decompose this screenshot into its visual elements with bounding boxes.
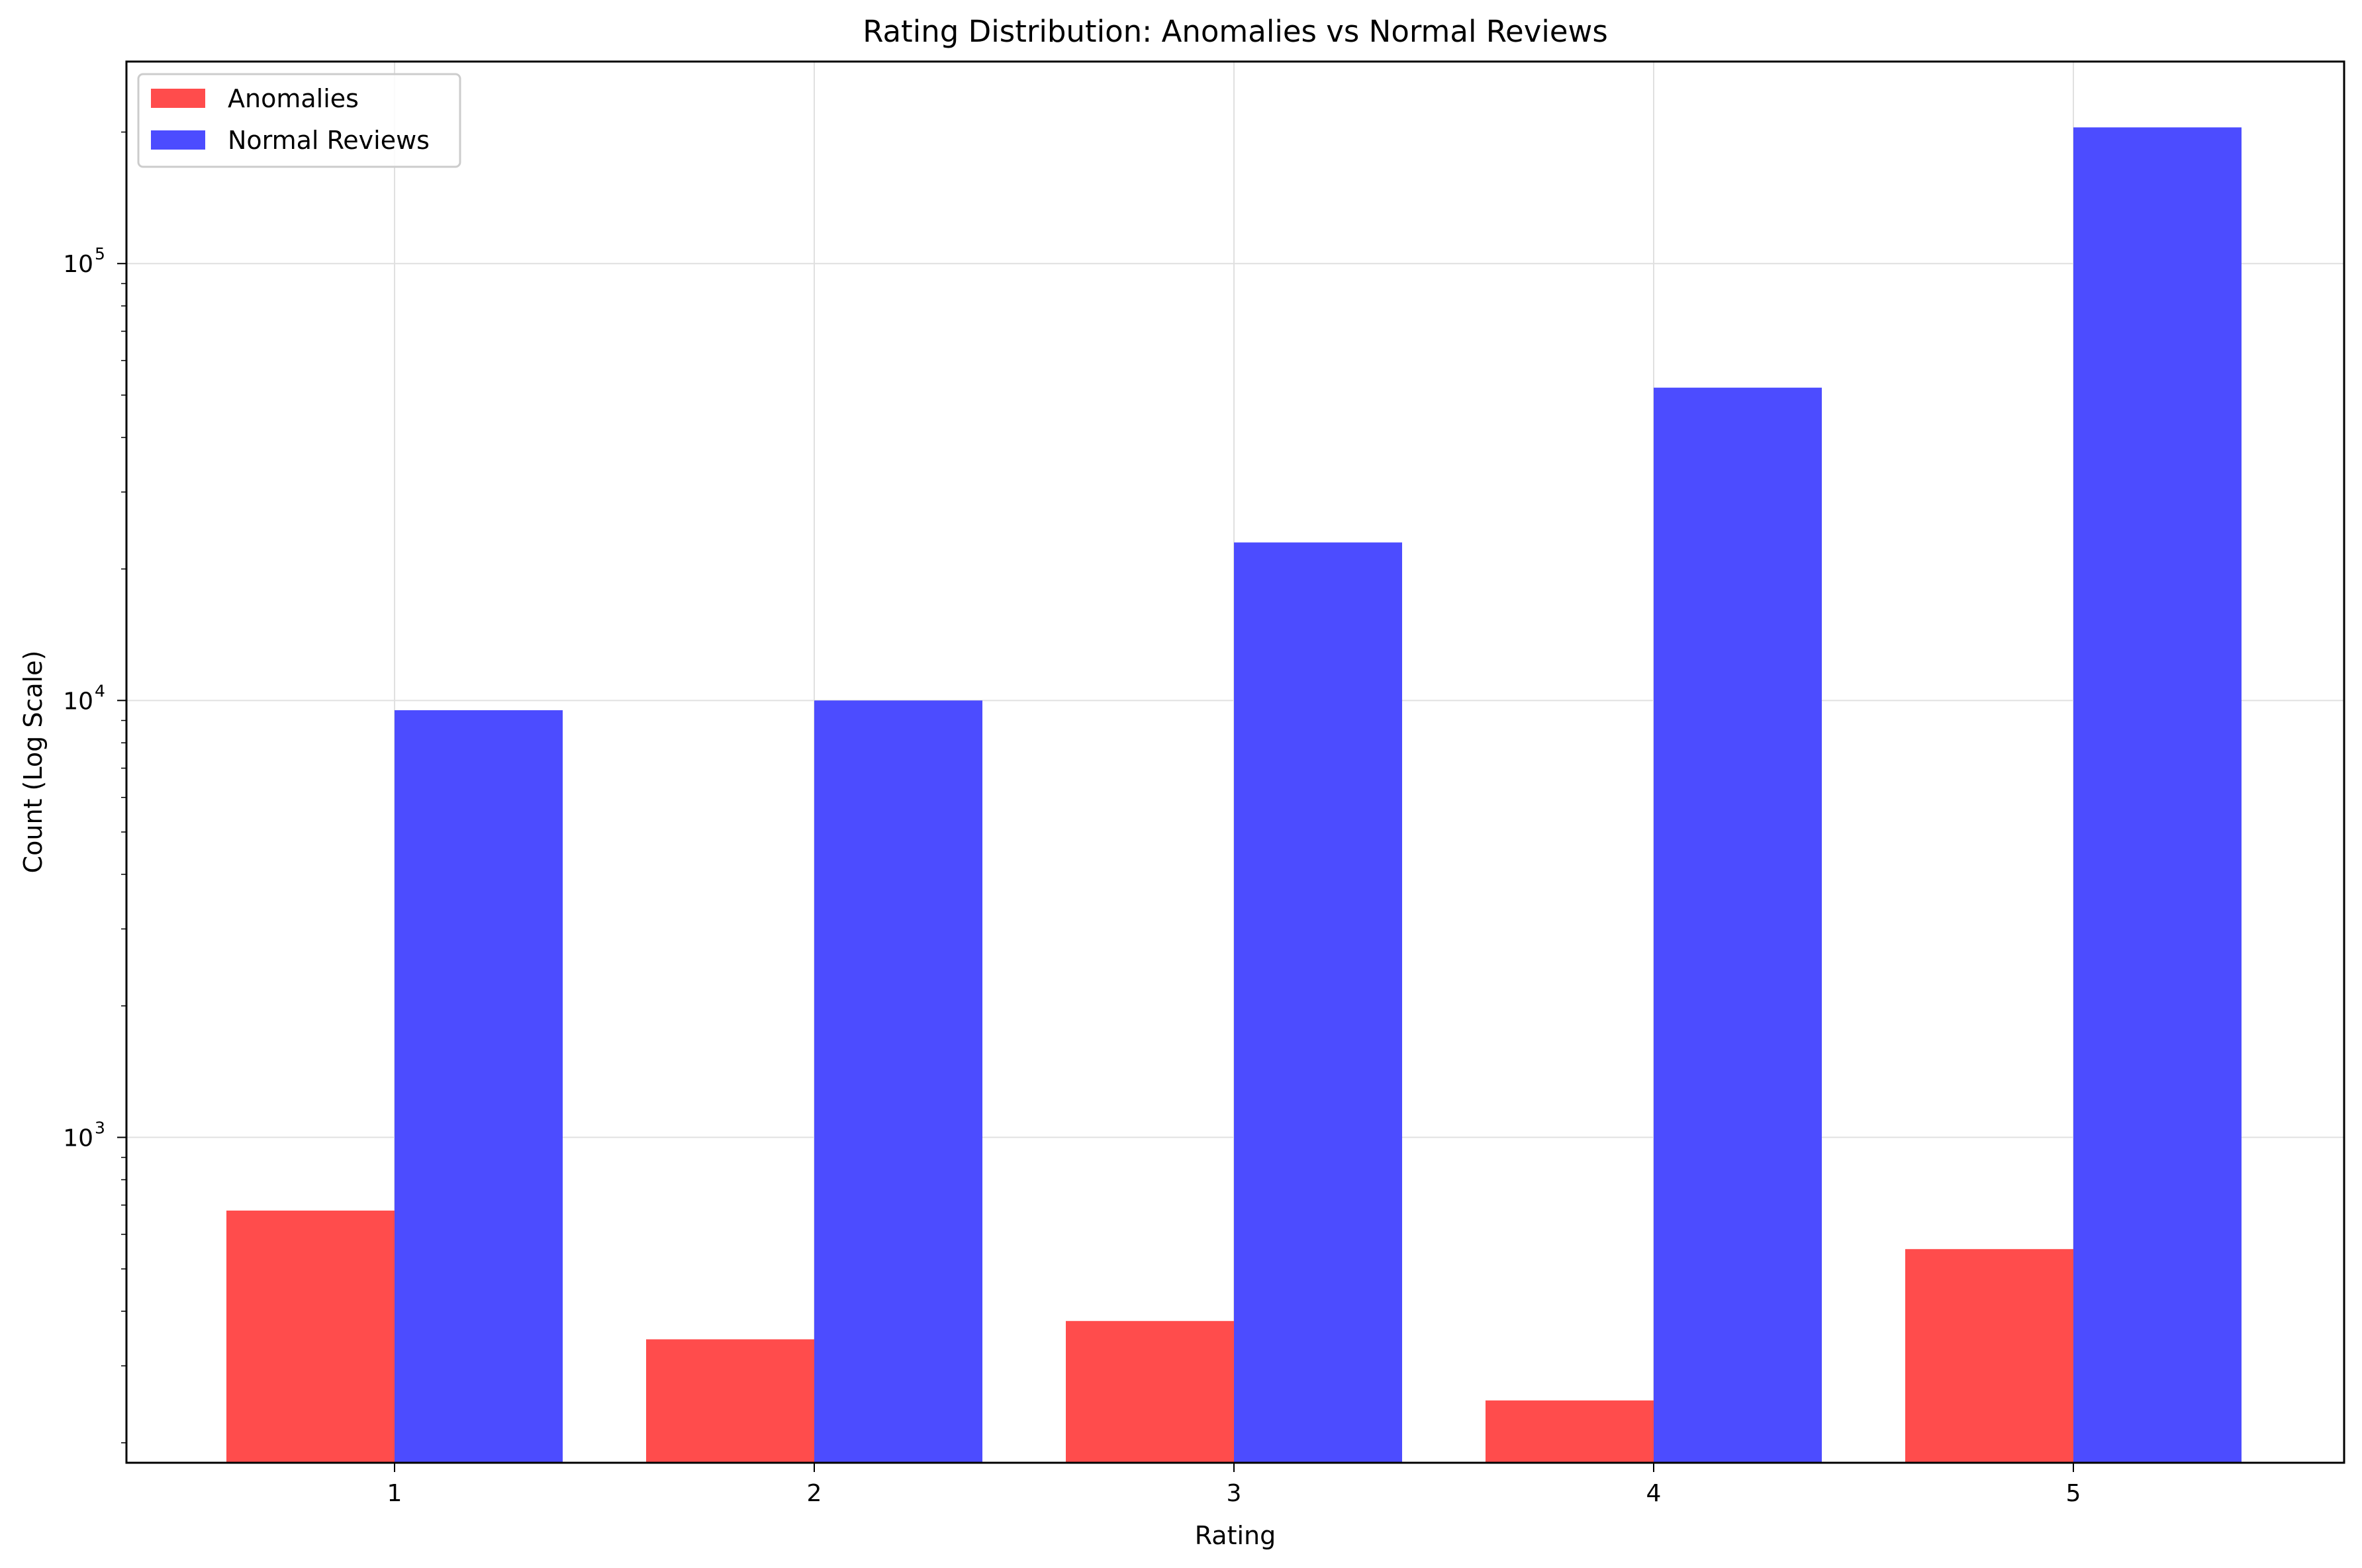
plot-frame: [125, 60, 2345, 1464]
chart-title: Rating Distribution: Anomalies vs Normal…: [863, 14, 1608, 49]
bar-normal-reviews: [2073, 127, 2242, 1463]
y-tick-exponent: 5: [95, 244, 105, 263]
bar-anomalies: [1486, 1400, 1654, 1463]
bar-normal-reviews: [1234, 542, 1402, 1463]
x-tick-label: 5: [2066, 1480, 2081, 1507]
bar-anomalies: [1905, 1249, 2073, 1463]
x-tick-label: 2: [807, 1480, 822, 1507]
y-tick-exponent: 3: [95, 1118, 105, 1137]
x-tick-label: 3: [1227, 1480, 1242, 1507]
x-axis-label: Rating: [1195, 1521, 1276, 1550]
x-tick-label: 1: [387, 1480, 402, 1507]
bars: [226, 127, 2242, 1463]
legend-label-anomalies: Anomalies: [228, 84, 359, 113]
y-tick-label: 10: [63, 1125, 93, 1152]
y-tick-label: 10: [63, 251, 93, 278]
y-tick-label: 10: [63, 688, 93, 715]
bar-normal-reviews: [1654, 387, 1822, 1463]
x-tick-label: 4: [1646, 1480, 1662, 1507]
bar-normal-reviews: [395, 710, 563, 1463]
y-axis-label: Count (Log Scale): [19, 651, 48, 874]
legend-swatch-anomalies: [151, 89, 205, 108]
legend-label-normal-reviews: Normal Reviews: [228, 126, 430, 155]
y-tick-exponent: 4: [95, 681, 105, 700]
bar-anomalies: [226, 1210, 395, 1463]
bar-normal-reviews: [814, 700, 982, 1463]
legend: Anomalies Normal Reviews: [137, 73, 461, 168]
bar-anomalies: [1066, 1320, 1234, 1463]
legend-swatch-normal-reviews: [151, 130, 205, 150]
bar-anomalies: [646, 1339, 814, 1463]
legend-box: [137, 73, 461, 168]
